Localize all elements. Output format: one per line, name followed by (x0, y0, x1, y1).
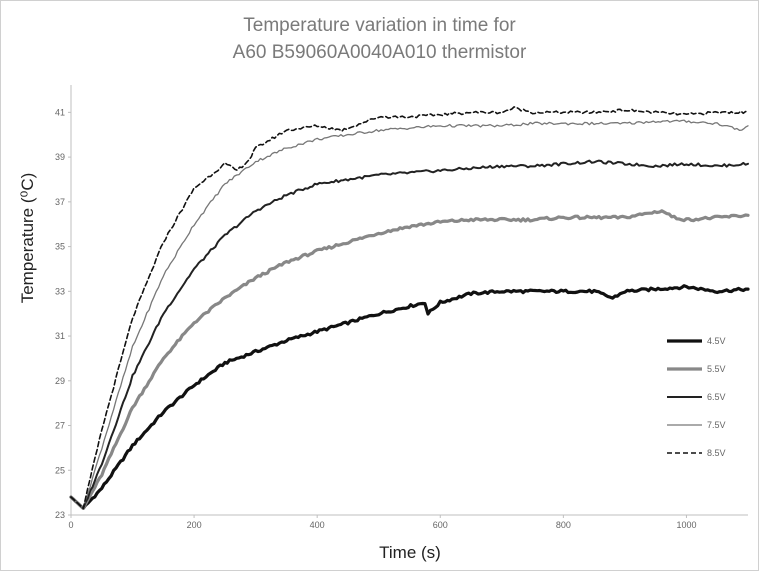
x-tick-label: 800 (556, 520, 571, 530)
series-line-4-5v (69, 284, 750, 510)
chart-title-line2: A60 B59060A0040A010 thermistor (232, 42, 527, 63)
x-tick-label: 600 (433, 520, 448, 530)
y-tick-label: 41 (55, 107, 65, 117)
chart-title-line1: Temperature variation in time for (243, 15, 516, 36)
axes-layer: 23 25 27 29 31 33 35 37 39 41 0 200 400 600 800 1000 (55, 85, 748, 530)
y-tick-label: 27 (55, 421, 65, 431)
y-tick-label: 25 (55, 465, 65, 475)
y-tick-label: 35 (55, 242, 65, 252)
series-layer (69, 106, 750, 510)
series-line-7-5v (70, 119, 749, 509)
legend-label: 6.5V (707, 392, 726, 402)
x-axis-label: Time (s) (379, 543, 441, 562)
y-tick-label: 23 (55, 510, 65, 520)
legend-label: 5.5V (707, 364, 726, 374)
y-tick-label: 31 (55, 331, 65, 341)
legend-layer: 4.5V 5.5V 6.5V 7.5V 8.5V (667, 336, 726, 458)
legend-label: 8.5V (707, 448, 726, 458)
y-tick-label: 33 (55, 286, 65, 296)
y-tick-label: 29 (55, 376, 65, 386)
series-line-8-5v (70, 106, 749, 510)
y-tick-label: 39 (55, 152, 65, 162)
y-tick-label: 37 (55, 197, 65, 207)
legend-label: 4.5V (707, 336, 726, 346)
x-tick-label: 200 (187, 520, 202, 530)
series-line-5-5v (69, 209, 750, 510)
x-tick-label: 1000 (676, 520, 696, 530)
legend-label: 7.5V (707, 420, 726, 430)
x-tick-label: 400 (310, 520, 325, 530)
x-tick-label: 0 (68, 520, 73, 530)
series-line-6-5v (70, 159, 749, 510)
